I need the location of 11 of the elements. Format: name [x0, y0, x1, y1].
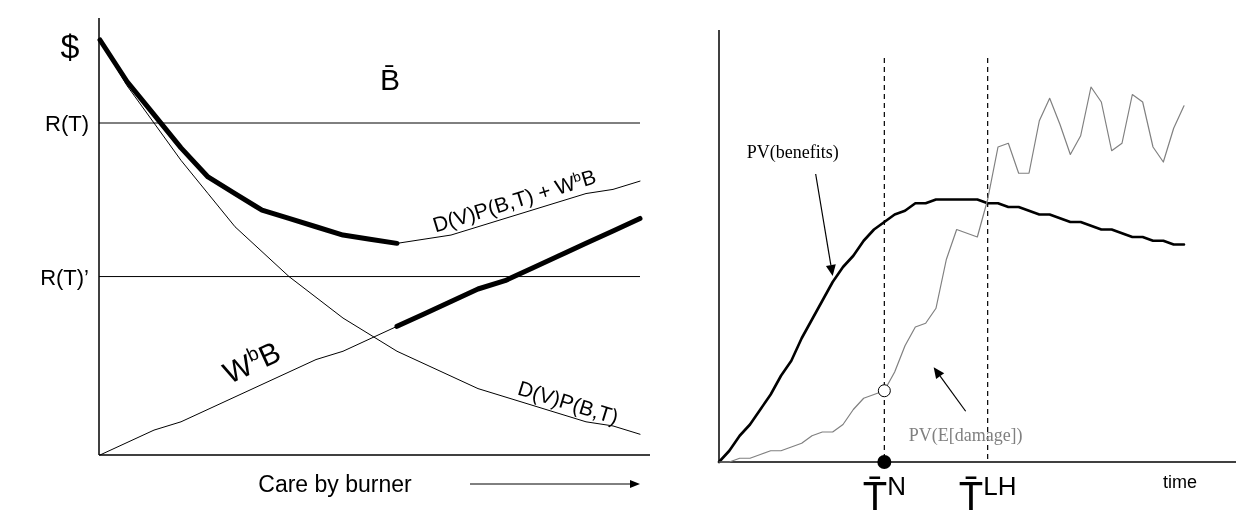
x-axis-title: time: [1163, 472, 1198, 492]
x-tick-label: T̄$^{N}$: [862, 471, 906, 518]
y-axis-title: $: [60, 27, 80, 65]
legend-label: PV(E[damage]): [908, 425, 1023, 447]
text: PV(benefits): [746, 142, 839, 163]
annotation: B̄: [379, 63, 401, 96]
x-axis-title: Care by burner: [258, 471, 413, 497]
text: W$^{b}$B: [217, 334, 286, 390]
x-tick-label: T̄$^{LH}$: [958, 471, 1017, 518]
ref-line-label: R(T)’: [40, 264, 89, 290]
ref-line-label: R(T): [45, 111, 89, 136]
